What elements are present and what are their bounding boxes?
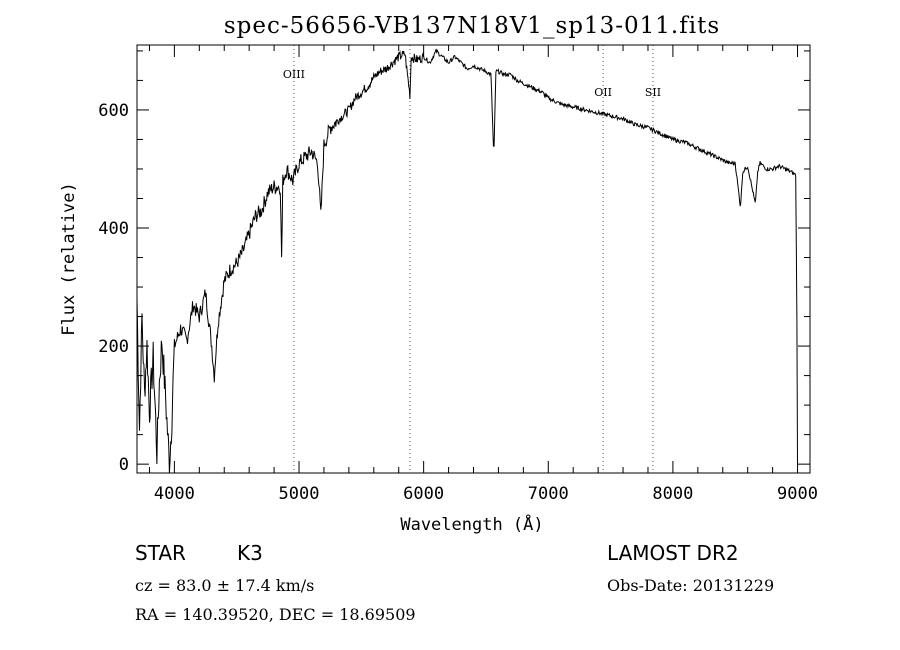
x-tick-label: 8000 xyxy=(652,484,693,504)
spectrum-line xyxy=(136,48,798,474)
y-tick-label: 0 xyxy=(119,455,129,475)
x-axis-label: Wavelength (Å) xyxy=(400,513,543,535)
spectrum-series xyxy=(136,48,798,474)
object-class: STAR xyxy=(135,541,186,565)
x-tick-label: 5000 xyxy=(279,484,320,504)
spectral-subclass: K3 xyxy=(237,541,263,565)
x-axis: 4000 5000 6000 7000 8000 9000 xyxy=(148,45,818,504)
reference-line-label: OIII xyxy=(283,68,305,81)
y-axis: 0 200 400 600 xyxy=(98,50,810,475)
x-tick-label: 7000 xyxy=(528,484,569,504)
observation-date: Obs-Date: 20131229 xyxy=(607,576,774,595)
x-tick-label: 4000 xyxy=(154,484,195,504)
reference-lines: OIII OII SII xyxy=(283,45,661,473)
survey-release: LAMOST DR2 xyxy=(607,541,739,565)
y-tick-label: 400 xyxy=(98,219,129,239)
redshift-info: cz = 83.0 ± 17.4 km/s xyxy=(135,576,314,595)
x-tick-label: 6000 xyxy=(403,484,444,504)
chart-title: spec-56656-VB137N18V1_sp13-011.fits xyxy=(224,13,720,39)
reference-line-label: SII xyxy=(645,86,661,99)
x-tick-label: 9000 xyxy=(777,484,818,504)
y-tick-label: 600 xyxy=(98,101,129,121)
reference-line-label: OII xyxy=(594,86,612,99)
coordinates-info: RA = 140.39520, DEC = 18.69509 xyxy=(135,605,416,624)
y-tick-label: 200 xyxy=(98,337,129,357)
y-axis-label: Flux (relative) xyxy=(59,182,79,336)
